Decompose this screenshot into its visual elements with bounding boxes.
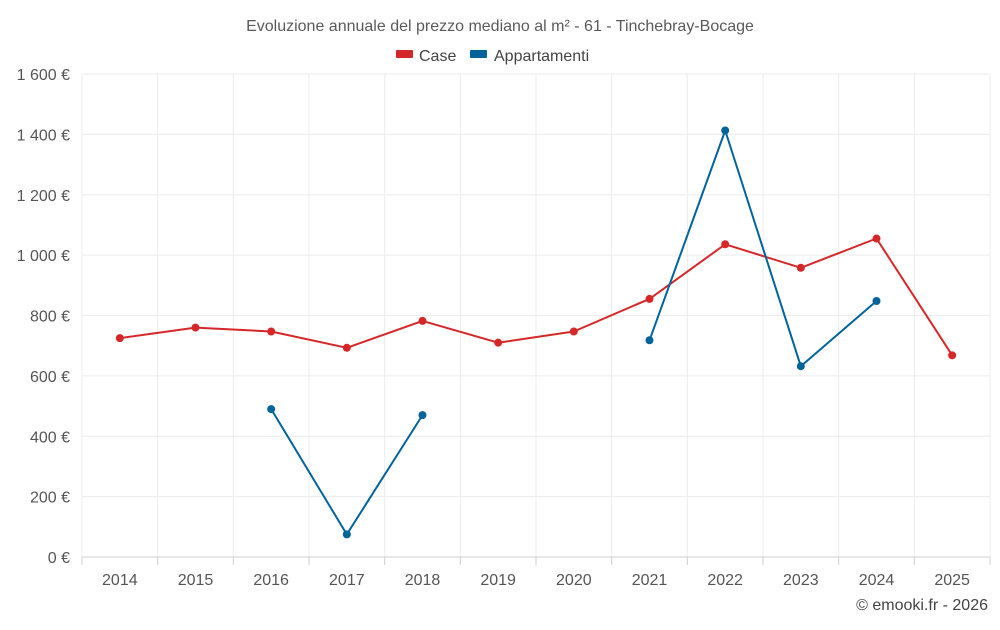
grid bbox=[81, 73, 991, 557]
series-appartamenti bbox=[267, 126, 881, 539]
data-point-appartamenti bbox=[872, 297, 881, 306]
chart-title: Evoluzione annuale del prezzo mediano al… bbox=[246, 18, 754, 35]
y-tick-label: 800 € bbox=[30, 309, 70, 326]
legend-label-appartamenti: Appartamenti bbox=[494, 48, 589, 65]
legend-item-appartamenti[interactable]: Appartamenti bbox=[470, 48, 589, 65]
y-tick-label: 1 600 € bbox=[17, 67, 70, 84]
y-axis: 0 € 200 € 400 € 600 € 800 € 1 000 € 1 200 € 1 4… bbox=[17, 67, 70, 567]
x-tick-label: 2021 bbox=[632, 572, 668, 589]
x-tick-label: 2015 bbox=[178, 572, 214, 589]
series-case bbox=[115, 234, 957, 360]
legend-swatch-appartamenti bbox=[470, 50, 487, 58]
data-point-appartamenti bbox=[645, 336, 654, 345]
series bbox=[115, 126, 957, 539]
series-line-appartamenti bbox=[270, 408, 424, 536]
data-point-appartamenti bbox=[796, 362, 805, 371]
x-tick-label: 2018 bbox=[405, 572, 441, 589]
data-point-appartamenti bbox=[267, 405, 276, 414]
credit-label: © emooki.fr - 2026 bbox=[856, 597, 988, 614]
x-tick-label: 2020 bbox=[556, 572, 592, 589]
data-point-case bbox=[267, 327, 276, 336]
y-tick-label: 400 € bbox=[30, 429, 70, 446]
data-point-case bbox=[645, 294, 654, 303]
y-tick-label: 600 € bbox=[30, 369, 70, 386]
x-tick-label: 2024 bbox=[859, 572, 895, 589]
data-point-appartamenti bbox=[418, 411, 427, 420]
data-point-appartamenti bbox=[721, 126, 730, 135]
data-point-case bbox=[796, 263, 805, 272]
series-line-appartamenti bbox=[648, 129, 878, 368]
data-point-case bbox=[115, 334, 124, 343]
legend-swatch-case bbox=[396, 50, 413, 58]
x-tick-label: 2016 bbox=[253, 572, 289, 589]
data-point-case bbox=[872, 234, 881, 243]
legend-label-case: Case bbox=[419, 48, 456, 65]
x-tick-label: 2025 bbox=[934, 572, 970, 589]
data-point-case bbox=[721, 240, 730, 249]
x-tick-label: 2022 bbox=[707, 572, 743, 589]
x-axis: 2014 2015 2016 2017 2018 2019 2020 2021 2022 2023… bbox=[81, 556, 991, 589]
legend-item-case[interactable]: Case bbox=[396, 48, 456, 65]
y-tick-label: 1 000 € bbox=[17, 248, 70, 265]
data-point-case bbox=[494, 338, 503, 347]
x-tick-label: 2023 bbox=[783, 572, 819, 589]
x-tick-label: 2017 bbox=[329, 572, 365, 589]
data-point-case bbox=[569, 327, 578, 336]
x-tick-label: 2014 bbox=[102, 572, 138, 589]
data-point-appartamenti bbox=[342, 530, 351, 539]
y-tick-label: 1 200 € bbox=[17, 188, 70, 205]
data-point-case bbox=[191, 323, 200, 332]
y-tick-label: 1 400 € bbox=[17, 127, 70, 144]
data-point-case bbox=[948, 351, 957, 360]
y-tick-label: 0 € bbox=[48, 550, 70, 567]
legend[interactable]: Case Appartamenti bbox=[396, 48, 589, 65]
x-tick-label: 2019 bbox=[480, 572, 516, 589]
series-line-case bbox=[118, 237, 954, 357]
data-point-case bbox=[342, 343, 351, 352]
data-point-case bbox=[418, 316, 427, 325]
y-tick-label: 200 € bbox=[30, 490, 70, 507]
